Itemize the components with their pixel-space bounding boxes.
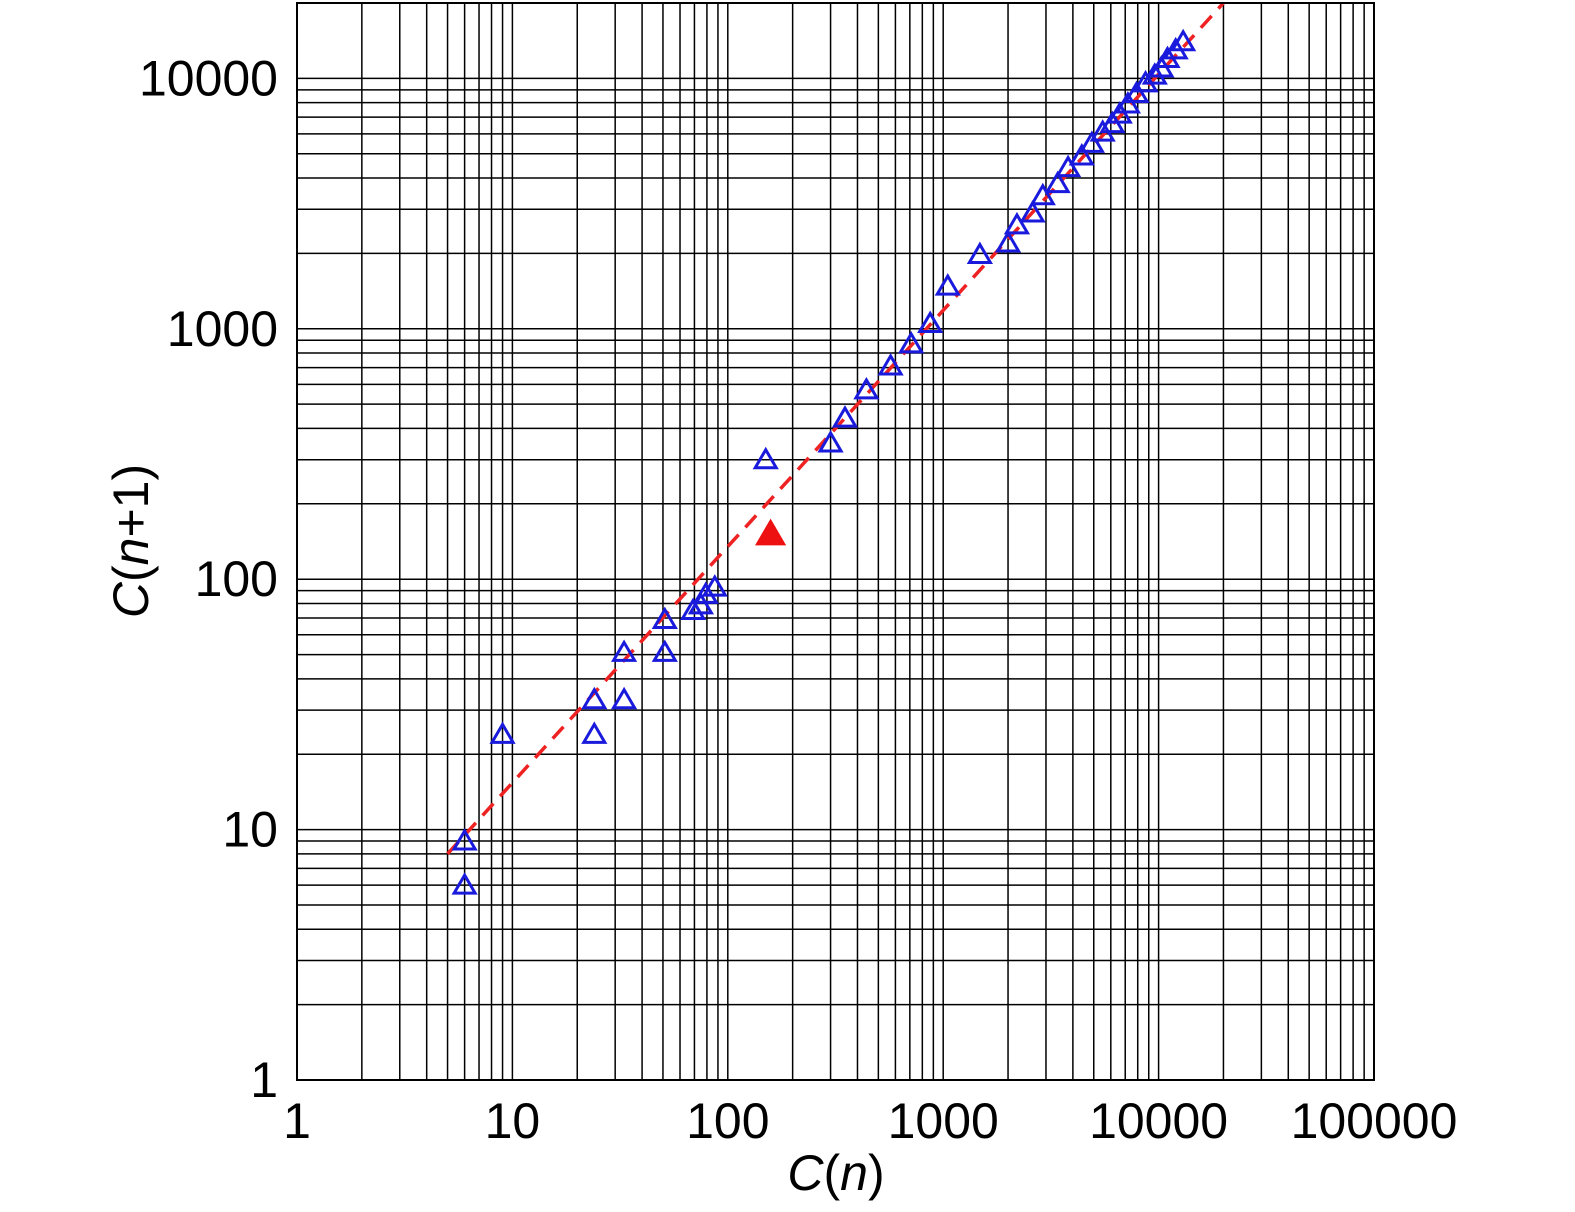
data-point <box>651 606 678 630</box>
x-axis-label-var: C <box>787 1145 824 1201</box>
data-point <box>610 686 638 710</box>
data-point <box>451 828 478 851</box>
x-tick-label: 100000 <box>1291 1093 1458 1149</box>
data-point <box>853 376 880 400</box>
data-point <box>817 429 844 453</box>
data-point <box>679 597 707 620</box>
data-point <box>701 574 728 597</box>
data-point <box>752 446 779 470</box>
y-axis-label-var: C <box>103 581 159 618</box>
x-tick-label: 1 <box>283 1093 311 1149</box>
data-point <box>934 273 961 296</box>
data-point <box>1054 154 1082 178</box>
x-tick-label: 10 <box>485 1093 541 1149</box>
plot-frame <box>296 2 1375 1081</box>
y-tick-label: 10 <box>222 802 278 858</box>
data-point <box>1078 130 1105 153</box>
y-tick-label: 1 <box>250 1052 278 1108</box>
data-point <box>1044 170 1071 194</box>
data-point <box>581 721 608 744</box>
fit-line-group <box>446 1 1225 856</box>
x-axis-label-arg: n <box>840 1145 868 1201</box>
x-axis-label: C(n) <box>787 1145 884 1201</box>
data-point <box>692 581 719 604</box>
data-point <box>451 872 478 895</box>
x-tick-label: 100 <box>686 1093 769 1149</box>
data-point <box>877 353 904 376</box>
y-axis-label-op: +1 <box>103 481 159 538</box>
data-point <box>1029 182 1056 206</box>
x-tick-labels: 1 10 100 1000 10000 100000 <box>283 1093 1457 1149</box>
data-point <box>1003 211 1031 235</box>
data-point <box>1123 80 1150 104</box>
y-tick-label: 1000 <box>167 301 278 357</box>
data-point <box>581 686 608 710</box>
data-point <box>994 230 1022 253</box>
grid-lines <box>297 3 1374 1080</box>
y-axis-label-open: ( <box>103 565 159 582</box>
data-point <box>1068 142 1095 166</box>
fit-line <box>446 1 1225 856</box>
y-axis-label-arg: n <box>103 538 159 566</box>
data-point <box>1141 62 1168 85</box>
data-point <box>917 310 944 333</box>
y-tick-label: 100 <box>195 551 278 607</box>
x-axis-label-close: ) <box>868 1145 885 1201</box>
data-point <box>489 721 516 744</box>
y-tick-labels: 1 10 100 1000 10000 <box>139 50 278 1108</box>
highlight-point <box>755 518 787 546</box>
data-points <box>451 28 1197 895</box>
data-point <box>1019 200 1046 223</box>
data-point <box>651 639 678 662</box>
data-point <box>898 330 925 354</box>
data-point <box>610 639 638 662</box>
data-point <box>831 405 859 428</box>
x-axis-label-open: ( <box>823 1145 840 1201</box>
y-axis-label: C(n+1) <box>103 464 159 618</box>
x-tick-label: 10000 <box>1089 1093 1228 1149</box>
x-tick-label: 1000 <box>888 1093 999 1149</box>
data-point <box>1170 28 1197 52</box>
y-axis-label-close: ) <box>103 464 159 481</box>
y-tick-label: 10000 <box>139 50 278 106</box>
data-point <box>966 241 993 264</box>
